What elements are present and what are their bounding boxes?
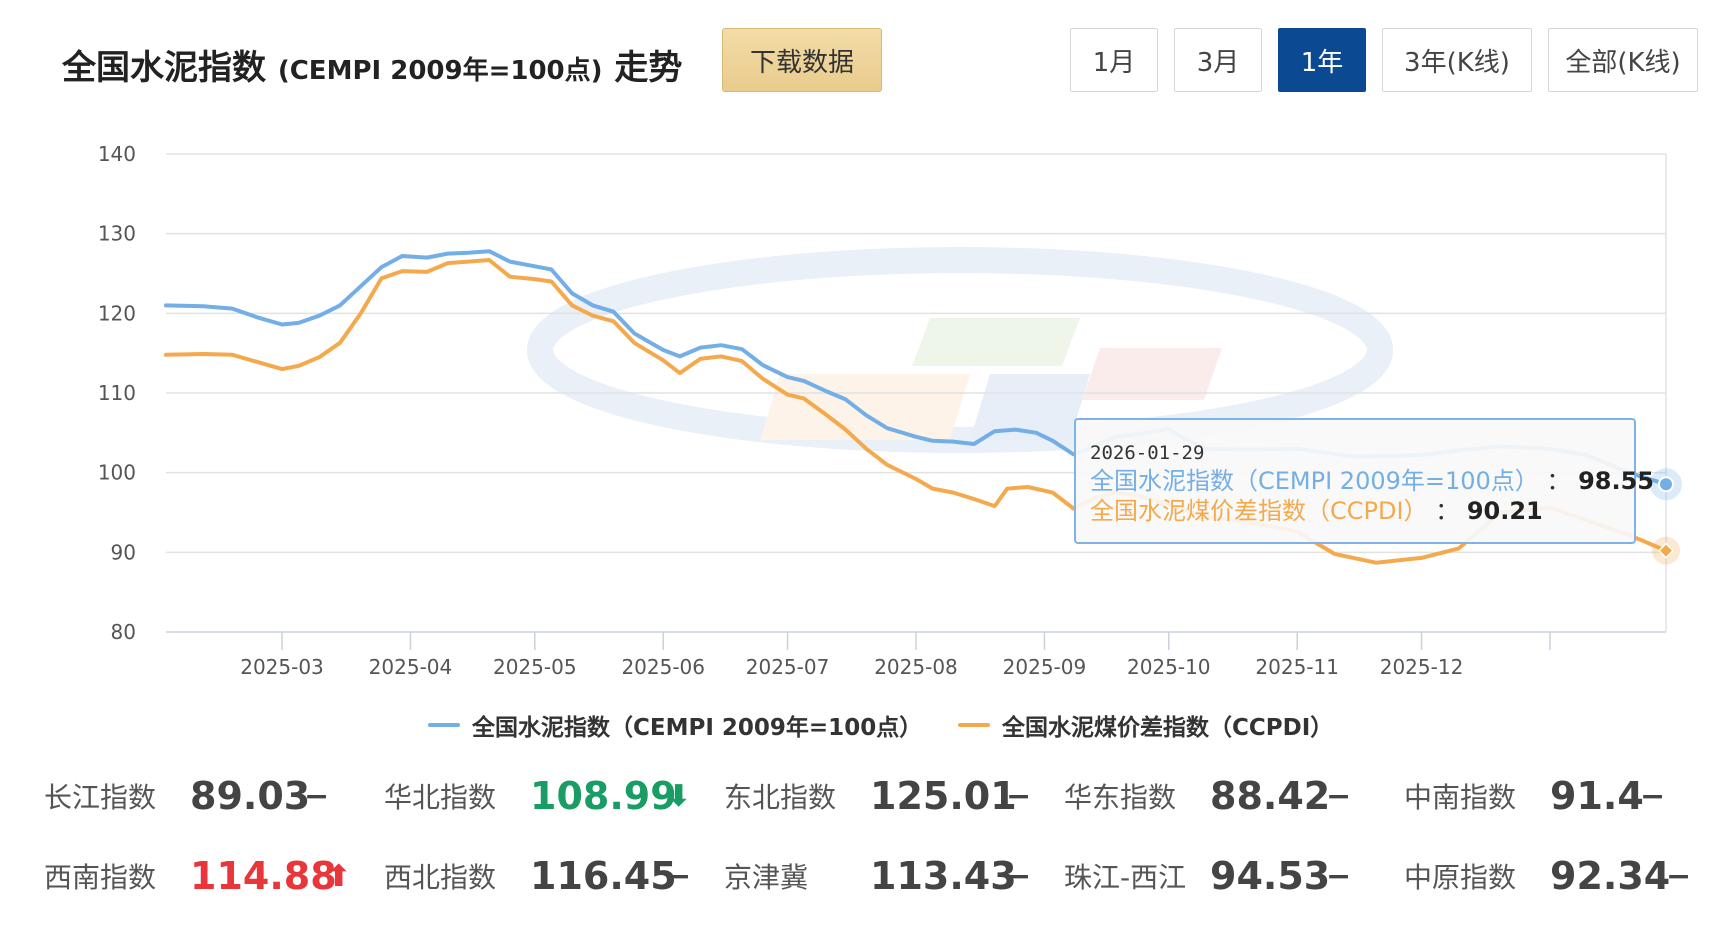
hover-point-ccpdi: [1657, 542, 1675, 559]
legend-swatch-ccpdi: [958, 723, 990, 727]
index-name: 长江指数: [44, 781, 157, 814]
index-value: 116.45: [530, 854, 677, 898]
index-name: 西南指数: [44, 861, 157, 894]
x-tick-label: 2025-10: [1127, 655, 1211, 679]
legend-label-cempi: 全国水泥指数（CEMPI 2009年=100点）: [472, 715, 923, 741]
x-tick-label: 2025-03: [240, 655, 324, 679]
hover-layer: [1650, 468, 1682, 565]
index-value: 88.42: [1210, 774, 1331, 818]
index-name: 东北指数: [724, 781, 837, 814]
index-value: 114.88: [190, 854, 337, 898]
y-tick-label: 140: [98, 142, 136, 166]
legend-swatch-cempi: [428, 723, 460, 727]
trend-flat-icon: −: [1006, 858, 1032, 894]
range-button-1m[interactable]: 1月: [1070, 28, 1158, 92]
index-item[interactable]: 华东指数 88.42 −: [1064, 774, 1351, 818]
legend-item-cempi[interactable]: 全国水泥指数（CEMPI 2009年=100点）: [428, 708, 922, 742]
index-item[interactable]: 中南指数 91.4 −: [1404, 774, 1665, 818]
tooltip-row-ccpdi: 全国水泥煤价差指数（CCPDI） ： 90.21: [1090, 497, 1543, 525]
index-item[interactable]: 西南指数 114.88 ⬆: [44, 854, 351, 898]
y-tick-label: 80: [111, 620, 136, 644]
y-tick-label: 110: [98, 381, 136, 405]
index-item[interactable]: 东北指数 125.01 −: [724, 774, 1031, 818]
chart-grid: [166, 153, 1667, 633]
y-axis: 80 90 100 110 120 130 140: [98, 142, 136, 644]
index-value: 91.4: [1550, 774, 1644, 818]
trend-flat-icon: −: [1326, 858, 1352, 894]
index-name: 中南指数: [1404, 781, 1517, 814]
trend-flat-icon: −: [666, 858, 692, 894]
x-tick-label: 2025-05: [493, 655, 577, 679]
tooltip-row-cempi: 全国水泥指数（CEMPI 2009年=100点） ： 98.55: [1090, 467, 1655, 495]
x-tick-label: 2025-06: [621, 655, 705, 679]
arrow-up-icon: ⬆: [326, 858, 352, 894]
range-button-1y[interactable]: 1年: [1278, 28, 1366, 92]
chart-tooltip: 2026-01-29 全国水泥指数（CEMPI 2009年=100点） ： 98…: [1074, 418, 1655, 544]
y-tick-label: 120: [98, 301, 136, 325]
x-tick-label: 2025-12: [1380, 655, 1464, 679]
x-tick-label: 2025-09: [1003, 655, 1087, 679]
x-axis: 2025-03 2025-04 2025-05 2025-06 2025-07 2025-…: [240, 632, 1551, 679]
legend-item-ccpdi[interactable]: 全国水泥煤价差指数（CCPDI）: [958, 708, 1333, 742]
page-title: 全国水泥指数 (CEMPI 2009年=100点) 走势: [62, 40, 682, 89]
index-item[interactable]: 中原指数 92.34 −: [1404, 854, 1691, 898]
x-tick-label: 2025-04: [369, 655, 453, 679]
x-tick-label: 2025-08: [874, 655, 958, 679]
title-sub: (CEMPI 2009年=100点): [277, 56, 603, 86]
index-name: 华东指数: [1064, 781, 1177, 814]
chart-header: 全国水泥指数 (CEMPI 2009年=100点) 走势 下载数据 1月 3月 …: [0, 0, 1710, 120]
index-item[interactable]: 京津冀 113.43 −: [724, 854, 1031, 898]
tooltip-ccpdi-label: 全国水泥煤价差指数（CCPDI）: [1090, 497, 1428, 525]
index-item[interactable]: 珠江-西江 94.53 −: [1064, 854, 1351, 898]
index-item[interactable]: 长江指数 89.03 −: [44, 774, 329, 818]
y-tick-label: 130: [98, 222, 136, 246]
title-tail: 走势: [614, 48, 683, 88]
index-name: 中原指数: [1404, 861, 1517, 894]
trend-flat-icon: −: [1666, 858, 1692, 894]
range-button-3y-kline[interactable]: 3年(K线): [1382, 28, 1532, 92]
watermark-logo: [527, 247, 1393, 453]
index-value: 94.53: [1210, 854, 1331, 898]
index-value: 108.99: [530, 774, 677, 818]
trend-flat-icon: −: [1326, 778, 1352, 814]
index-name: 华北指数: [384, 781, 497, 814]
chart-legend: 全国水泥指数（CEMPI 2009年=100点） 全国水泥煤价差指数（CCPDI…: [0, 708, 1710, 748]
trend-flat-icon: −: [1640, 778, 1666, 814]
title-main: 全国水泥指数: [62, 48, 266, 88]
tooltip-ccpdi-value: 90.21: [1466, 497, 1543, 525]
trend-flat-icon: −: [304, 778, 330, 814]
index-value: 92.34: [1550, 854, 1671, 898]
index-item[interactable]: 西北指数 116.45 −: [384, 854, 691, 898]
hover-point-cempi: [1658, 476, 1674, 493]
index-name: 西北指数: [384, 861, 497, 894]
range-button-3m[interactable]: 3月: [1174, 28, 1262, 92]
download-data-button[interactable]: 下载数据: [722, 28, 882, 92]
index-item[interactable]: 华北指数 108.99 ⬇: [384, 774, 691, 818]
arrow-down-icon: ⬇: [666, 778, 692, 814]
x-tick-label: 2025-07: [746, 655, 830, 679]
y-tick-label: 90: [111, 540, 136, 564]
index-value: 125.01: [870, 774, 1017, 818]
legend-label-ccpdi: 全国水泥煤价差指数（CCPDI）: [1002, 715, 1334, 741]
range-button-all-kline[interactable]: 全部(K线): [1548, 28, 1698, 92]
tooltip-cempi-label: 全国水泥指数（CEMPI 2009年=100点）: [1090, 467, 1539, 495]
index-value: 113.43: [870, 854, 1017, 898]
index-name: 珠江-西江: [1064, 861, 1187, 894]
index-name: 京津冀: [724, 861, 809, 894]
trend-flat-icon: −: [1006, 778, 1032, 814]
x-tick-label: 2025-11: [1255, 655, 1339, 679]
index-value: 89.03: [190, 774, 311, 818]
tooltip-cempi-value: 98.55: [1578, 467, 1655, 495]
tooltip-date: 2026-01-29: [1090, 442, 1205, 464]
y-tick-label: 100: [98, 461, 136, 485]
